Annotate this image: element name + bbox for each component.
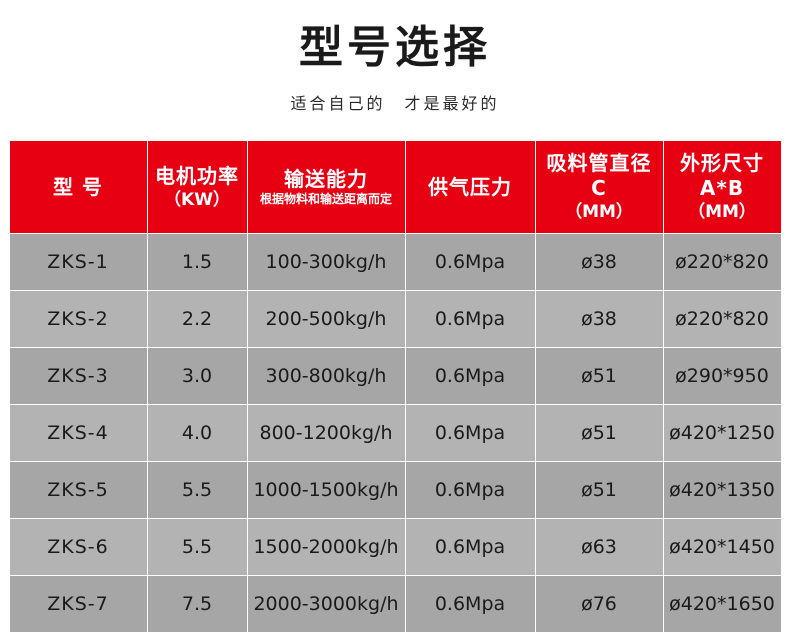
cell-dimension: ø420*1350 xyxy=(662,461,782,520)
column-header-capacity-note: 根据物料和输送距离而定 xyxy=(259,192,392,207)
cell-dimension: ø420*1450 xyxy=(662,518,782,577)
cell-power: 2.2 xyxy=(146,290,248,349)
cell-dimension: ø290*950 xyxy=(662,347,782,406)
table-body: ZKS-1 1.5 100-300kg/h 0.6Mpa ø38 ø220*82… xyxy=(8,233,782,634)
column-header-pipe-diameter-unit: （MM） xyxy=(565,202,633,223)
cell-capacity: 1500-2000kg/h xyxy=(246,518,406,577)
cell-pipe: ø51 xyxy=(534,461,664,520)
cell-pressure: 0.6Mpa xyxy=(404,290,536,349)
cell-capacity: 2000-3000kg/h xyxy=(246,575,406,634)
table-row: ZKS-2 2.2 200-500kg/h 0.6Mpa ø38 ø220*82… xyxy=(8,290,782,349)
table-row: ZKS-1 1.5 100-300kg/h 0.6Mpa ø38 ø220*82… xyxy=(8,233,782,292)
cell-model: ZKS-7 xyxy=(8,575,148,634)
column-header-power: 电机功率 （KW） xyxy=(146,140,248,235)
cell-pressure: 0.6Mpa xyxy=(404,347,536,406)
column-header-model: 型 号 xyxy=(8,140,148,235)
cell-capacity: 1000-1500kg/h xyxy=(246,461,406,520)
column-header-air-pressure: 供气压力 xyxy=(404,140,536,235)
cell-power: 3.0 xyxy=(146,347,248,406)
column-header-capacity: 输送能力 根据物料和输送距离而定 xyxy=(246,140,406,235)
cell-pressure: 0.6Mpa xyxy=(404,518,536,577)
column-header-capacity-text: 输送能力 xyxy=(284,167,368,192)
page-subtitle: 适合自己的 才是最好的 xyxy=(290,94,500,114)
cell-dimension: ø220*820 xyxy=(662,233,782,292)
table-row: ZKS-3 3.0 300-800kg/h 0.6Mpa ø51 ø290*95… xyxy=(8,347,782,406)
cell-model: ZKS-4 xyxy=(8,404,148,463)
cell-model: ZKS-2 xyxy=(8,290,148,349)
cell-pipe: ø38 xyxy=(534,290,664,349)
cell-power: 7.5 xyxy=(146,575,248,634)
cell-pressure: 0.6Mpa xyxy=(404,404,536,463)
column-header-model-text: 型 号 xyxy=(53,174,103,199)
cell-capacity: 800-1200kg/h xyxy=(246,404,406,463)
cell-dimension: ø420*1250 xyxy=(662,404,782,463)
cell-power: 1.5 xyxy=(146,233,248,292)
cell-pressure: 0.6Mpa xyxy=(404,233,536,292)
table-row: ZKS-5 5.5 1000-1500kg/h 0.6Mpa ø51 ø420*… xyxy=(8,461,782,520)
cell-capacity: 100-300kg/h xyxy=(246,233,406,292)
table-row: ZKS-6 5.5 1500-2000kg/h 0.6Mpa ø63 ø420*… xyxy=(8,518,782,577)
cell-capacity: 300-800kg/h xyxy=(246,347,406,406)
cell-power: 5.5 xyxy=(146,461,248,520)
column-header-air-pressure-text: 供气压力 xyxy=(428,174,512,199)
column-header-power-unit: （KW） xyxy=(164,189,230,210)
cell-power: 5.5 xyxy=(146,518,248,577)
column-header-dimension: 外形尺寸A*B （MM） xyxy=(662,140,782,235)
column-header-dimension-unit: （MM） xyxy=(688,202,756,223)
cell-pipe: ø76 xyxy=(534,575,664,634)
page-title: 型号选择 xyxy=(299,22,491,73)
cell-model: ZKS-5 xyxy=(8,461,148,520)
column-header-power-text: 电机功率 xyxy=(155,163,239,188)
table-header: 型 号 电机功率 （KW） 输送能力 根据物料和输送距离而定 供气压力 吸料管直… xyxy=(8,140,782,235)
cell-dimension: ø220*820 xyxy=(662,290,782,349)
cell-model: ZKS-1 xyxy=(8,233,148,292)
cell-model: ZKS-3 xyxy=(8,347,148,406)
cell-capacity: 200-500kg/h xyxy=(246,290,406,349)
cell-pipe: ø51 xyxy=(534,347,664,406)
cell-pressure: 0.6Mpa xyxy=(404,461,536,520)
cell-pipe: ø51 xyxy=(534,404,664,463)
cell-model: ZKS-6 xyxy=(8,518,148,577)
cell-dimension: ø420*1650 xyxy=(662,575,782,634)
cell-pipe: ø63 xyxy=(534,518,664,577)
column-header-dimension-text: 外形尺寸A*B xyxy=(680,151,764,201)
column-header-pipe-diameter-text: 吸料管直径C xyxy=(546,151,652,201)
table-header-row: 型 号 电机功率 （KW） 输送能力 根据物料和输送距离而定 供气压力 吸料管直… xyxy=(8,140,782,235)
cell-power: 4.0 xyxy=(146,404,248,463)
table-row: ZKS-7 7.5 2000-3000kg/h 0.6Mpa ø76 ø420*… xyxy=(8,575,782,634)
cell-pressure: 0.6Mpa xyxy=(404,575,536,634)
column-header-pipe-diameter: 吸料管直径C （MM） xyxy=(534,140,664,235)
cell-pipe: ø38 xyxy=(534,233,664,292)
table-row: ZKS-4 4.0 800-1200kg/h 0.6Mpa ø51 ø420*1… xyxy=(8,404,782,463)
specification-table: 型 号 电机功率 （KW） 输送能力 根据物料和输送距离而定 供气压力 吸料管直… xyxy=(8,140,782,634)
